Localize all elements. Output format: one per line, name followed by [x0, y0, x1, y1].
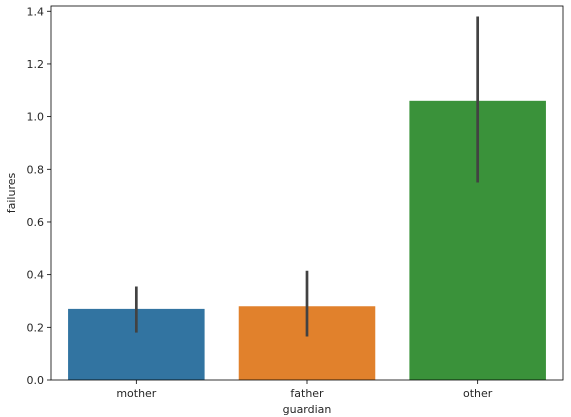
x-axis-ticks: mother father other — [116, 380, 493, 400]
y-tick-label: 0.0 — [27, 374, 45, 387]
y-tick-label: 0.6 — [27, 216, 45, 229]
bars-layer — [68, 100, 546, 381]
x-tick-label: other — [463, 387, 493, 400]
y-tick-label: 1.0 — [27, 111, 45, 124]
x-tick-label: mother — [116, 387, 156, 400]
x-axis-label: guardian — [283, 403, 332, 416]
y-tick-label: 0.8 — [27, 163, 45, 176]
y-tick-label: 1.4 — [27, 5, 45, 18]
y-tick-label: 1.2 — [27, 58, 45, 71]
y-tick-label: 0.2 — [27, 321, 45, 334]
error-bars-layer — [134, 16, 480, 337]
y-axis-ticks: 0.0 0.2 0.4 0.6 0.8 1.0 1.2 1.4 — [27, 5, 51, 387]
y-tick-label: 0.4 — [27, 269, 45, 282]
x-tick-label: father — [290, 387, 324, 400]
y-axis-label: failures — [5, 172, 18, 213]
